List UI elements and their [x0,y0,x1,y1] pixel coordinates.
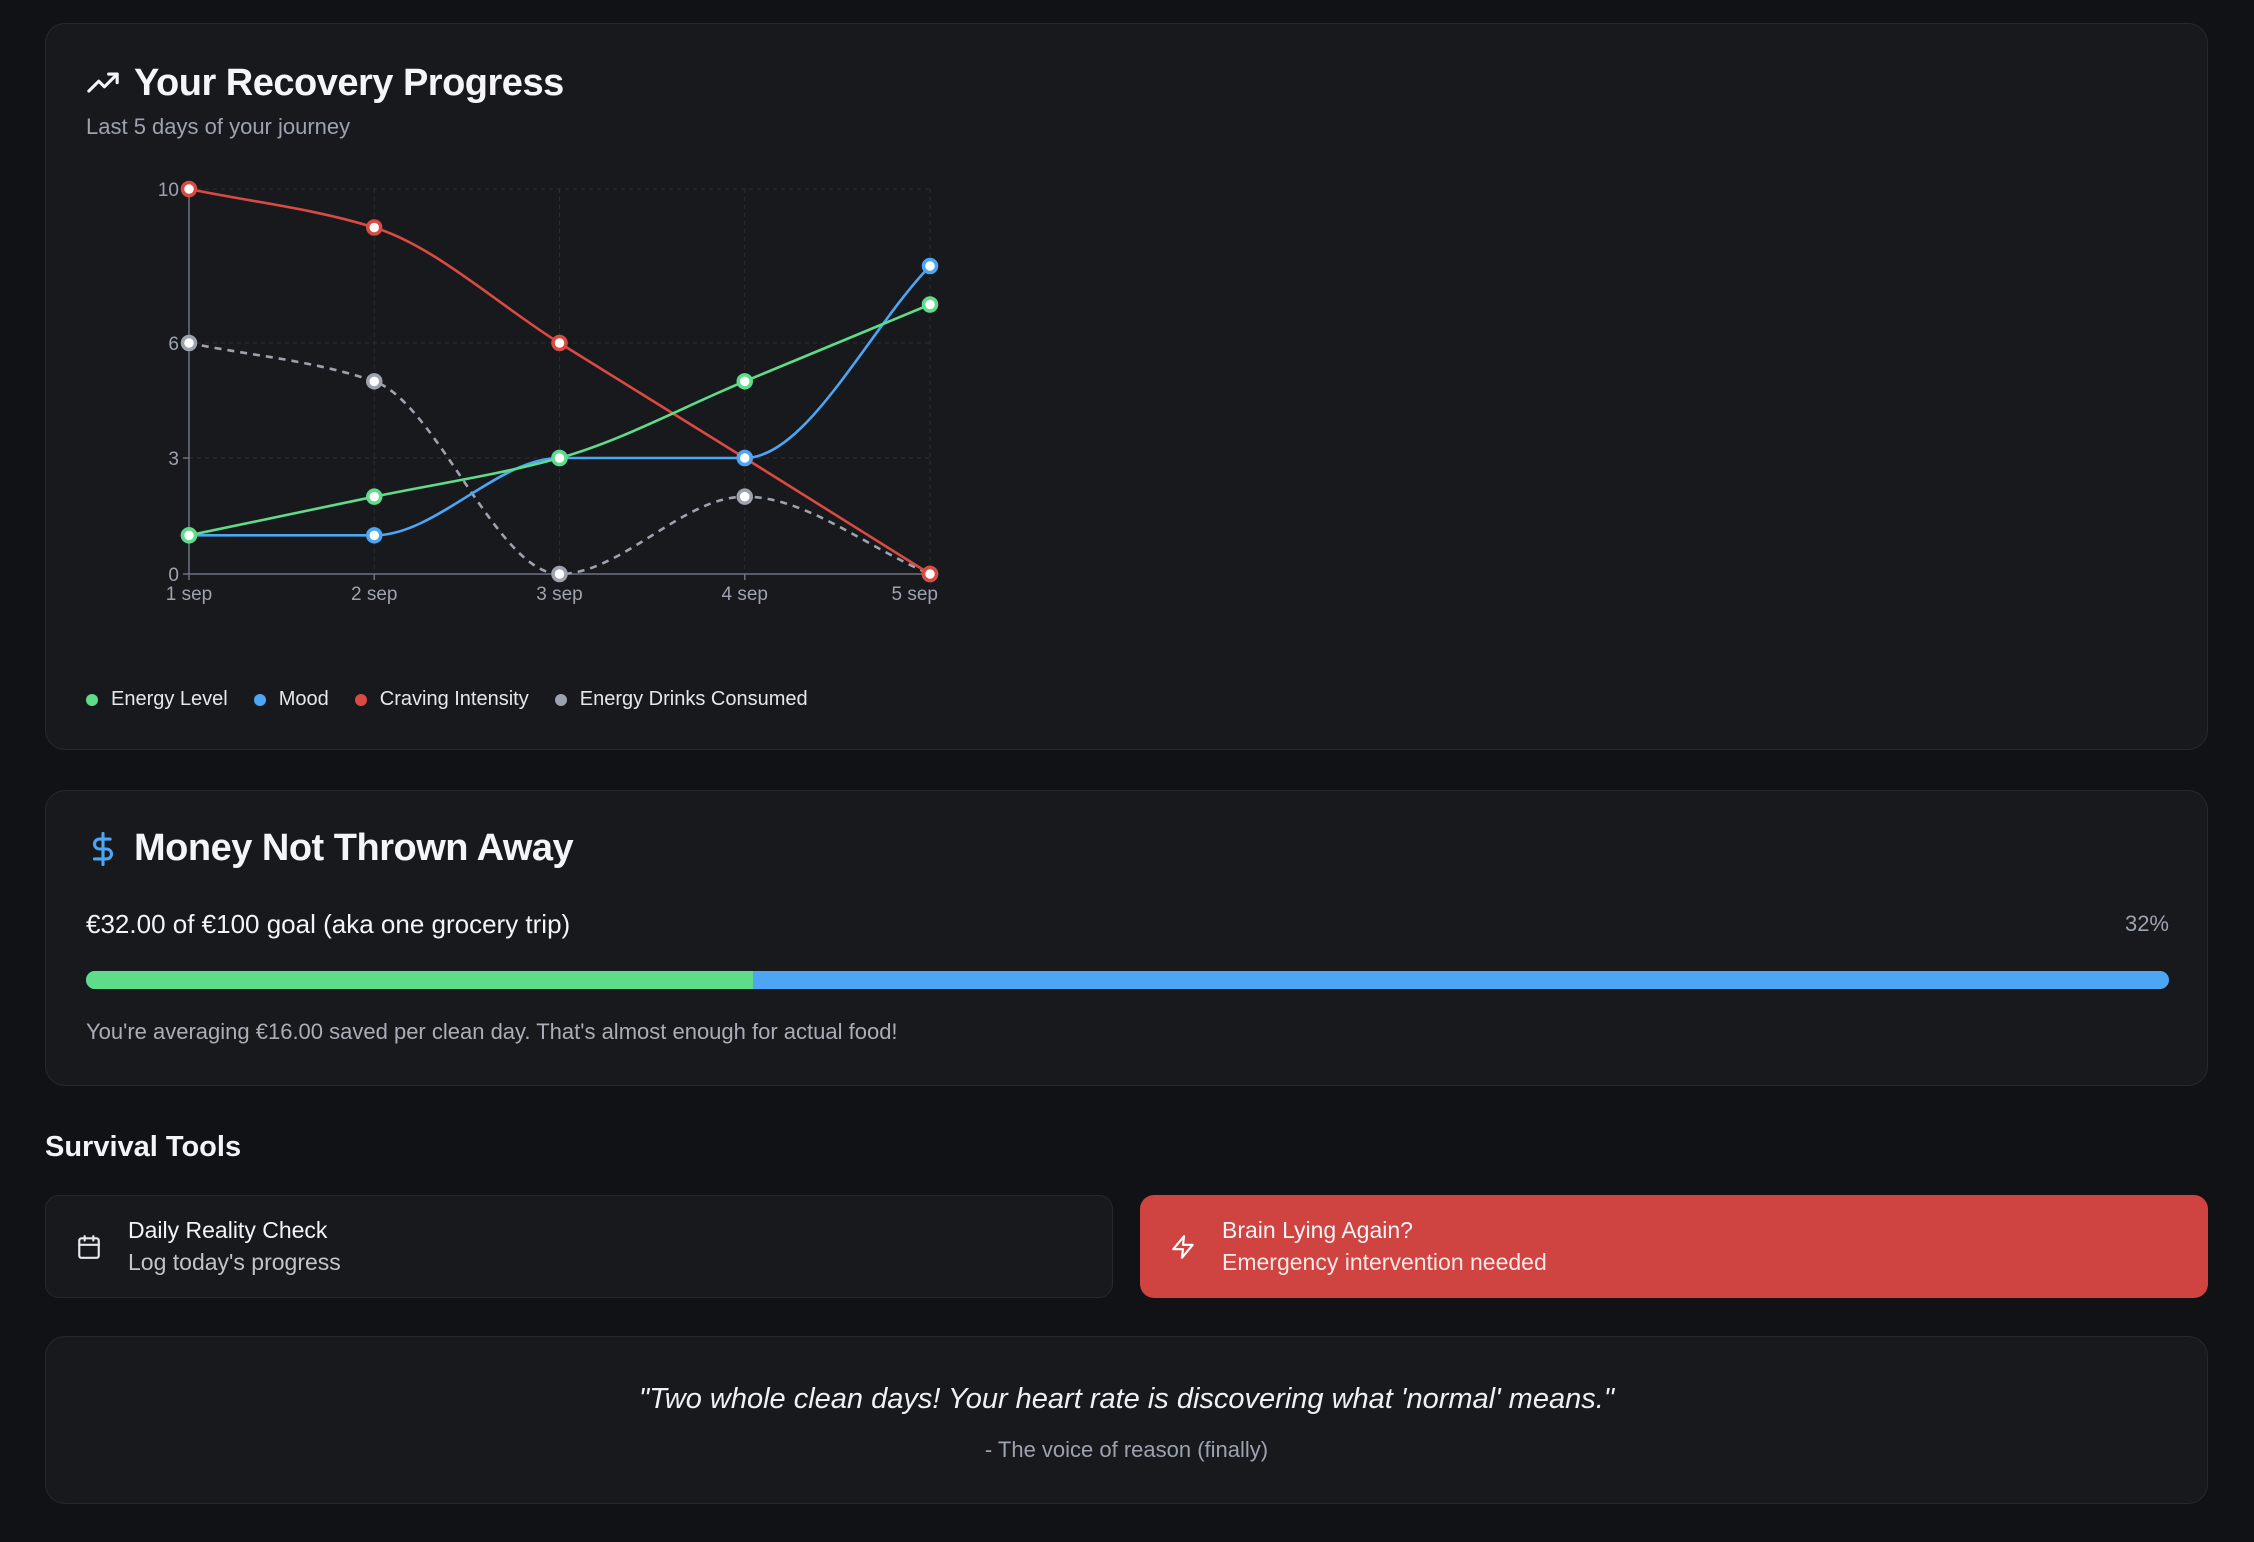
data-point-craving-intensity [921,565,939,583]
x-tick-label: 4 sep [722,584,768,605]
data-point-energy-drinks-consumed [180,334,198,352]
recovery-progress-card: Your Recovery Progress Last 5 days of yo… [45,23,2208,750]
money-title-text: Money Not Thrown Away [134,827,574,869]
money-progress-bar [86,971,2169,989]
emergency-title: Brain Lying Again? [1222,1217,1413,1243]
data-point-energy-level [921,296,939,313]
quote-card: "Two whole clean days! Your heart rate i… [45,1336,2208,1504]
y-tick-label: 6 [168,334,179,355]
data-point-energy-level [366,488,383,505]
legend-dot [354,693,367,706]
data-point-energy-drinks-consumed [736,488,753,505]
x-tick-label: 1 sep [166,584,212,605]
y-tick-label: 3 [168,449,179,470]
zap-icon [1166,1230,1200,1264]
daily-reality-check-title: Daily Reality Check [128,1217,328,1243]
daily-reality-check-button[interactable]: Daily Reality Check Log today's progress [45,1195,1113,1298]
legend-label: Mood [278,688,329,710]
money-progress-fill [86,971,753,989]
chart-legend: Energy Level Mood Craving Intensity Energy … [86,688,808,711]
x-tick-label: 2 sep [351,584,397,605]
daily-reality-check-subtitle: Log today's progress [128,1249,341,1275]
legend-item: Craving Intensity [354,688,529,711]
money-card: Money Not Thrown Away €32.00 of €100 goa… [45,790,2208,1086]
money-note: You're averaging €16.00 saved per clean … [86,1019,898,1044]
data-point-craving-intensity [551,334,568,352]
data-point-craving-intensity [180,180,198,198]
y-tick-label: 10 [158,180,179,201]
dollar-icon [86,831,120,866]
legend-item: Energy Drinks Consumed [554,688,808,711]
emergency-subtitle: Emergency intervention needed [1222,1249,1547,1275]
money-summary: €32.00 of €100 goal (aka one grocery tri… [86,909,571,939]
recovery-progress-title-text: Your Recovery Progress [134,62,564,104]
data-point-energy-drinks-consumed [366,373,383,390]
legend-label: Energy Level [111,688,228,710]
legend-label: Craving Intensity [379,688,529,710]
legend-dot [253,693,266,706]
data-point-energy-level [551,449,568,467]
calendar-icon [72,1230,106,1264]
series-line-energy-drinks-consumed [188,341,931,576]
data-point-energy-level [180,527,198,544]
data-point-mood [921,257,939,275]
money-percent: 32% [2124,911,2169,936]
data-point-energy-level [736,373,753,390]
x-tick-label: 5 sep [892,584,938,605]
recovery-progress-title: Your Recovery Progress [86,62,564,105]
data-point-mood [366,527,383,544]
legend-item: Mood [253,688,329,711]
x-tick-label: 3 sep [536,584,582,605]
quote-text: "Two whole clean days! Your heart rate i… [638,1383,1615,1415]
survival-tools-heading: Survival Tools [45,1131,242,1163]
data-point-mood [736,449,753,467]
y-tick-label: 0 [168,565,179,586]
emergency-intervention-button[interactable]: Brain Lying Again? Emergency interventio… [1140,1195,2208,1298]
data-point-craving-intensity [366,219,383,236]
legend-label: Energy Drinks Consumed [579,688,808,710]
legend-item: Energy Level [86,688,228,711]
recovery-line-chart: 0 3 6 10 1 sep 2 sep 3 sep 4 sep 5 sep [158,180,939,605]
trending-up-icon [86,67,120,101]
recovery-progress-subtitle: Last 5 days of your journey [86,114,351,139]
legend-dot [86,693,98,706]
quote-author: - The voice of reason (finally) [984,1437,1269,1462]
data-point-energy-drinks-consumed [551,565,568,583]
legend-dot [554,693,567,706]
money-title: Money Not Thrown Away [86,827,574,870]
